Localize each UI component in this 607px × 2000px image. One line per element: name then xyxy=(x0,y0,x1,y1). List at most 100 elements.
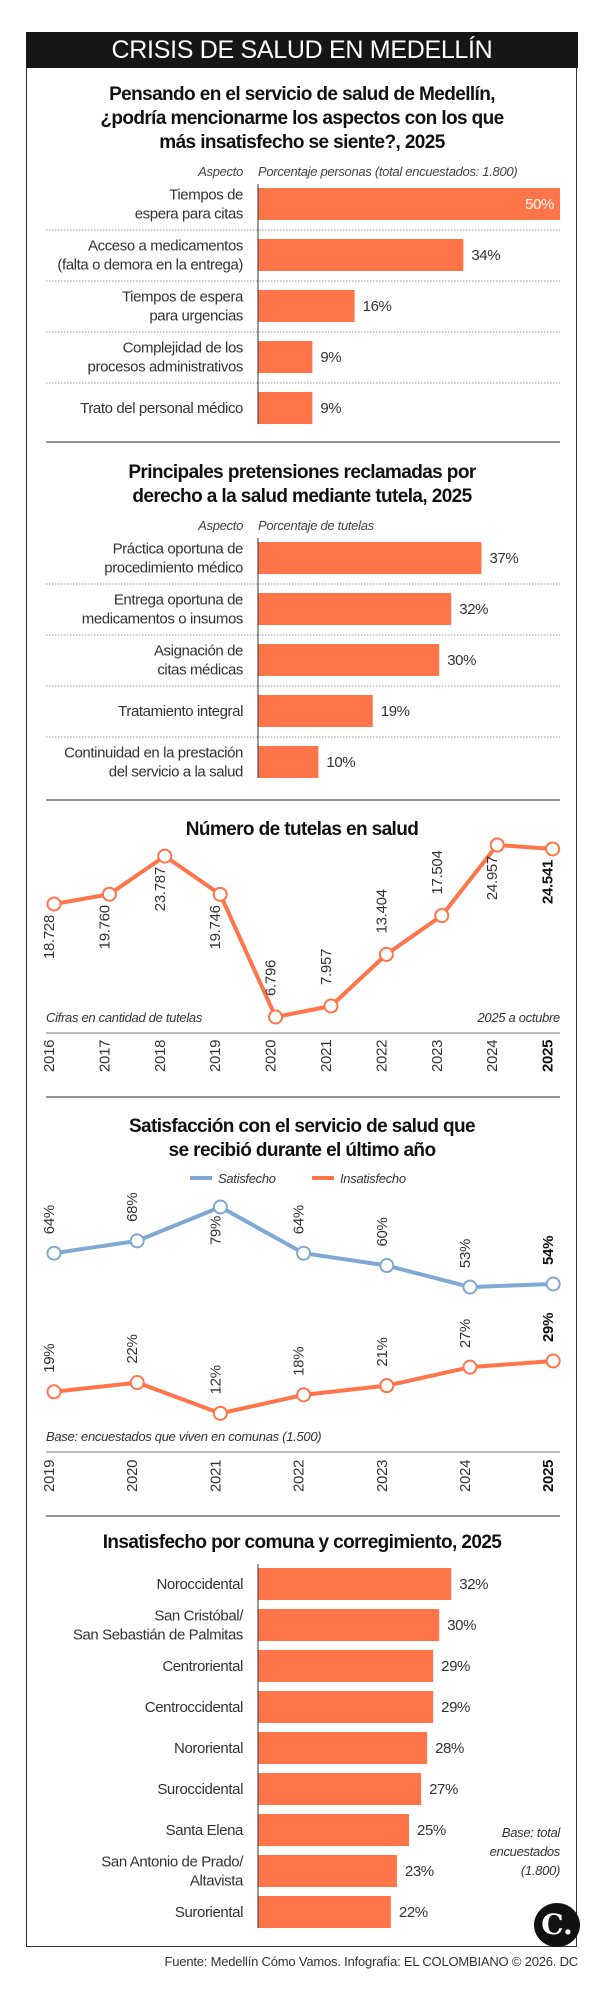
data-point xyxy=(212,1199,228,1215)
data-label: 60% xyxy=(374,1217,391,1246)
x-tick-label: 2021 xyxy=(207,1460,224,1492)
data-point xyxy=(296,1387,312,1403)
chart1-value-header: Porcentaje personas (total encuestados: … xyxy=(258,164,518,179)
data-point xyxy=(545,1353,561,1369)
category-label: Santa Elena xyxy=(166,1822,244,1839)
category-label: Continuidad en la prestación xyxy=(64,745,243,762)
category-label: Tiempos de espera xyxy=(122,289,244,306)
source-footer: Fuente: Medellín Cómo Vamos. Infografía:… xyxy=(164,1954,579,1969)
chart2-value-header: Porcentaje de tutelas xyxy=(258,518,374,533)
value-label: 16% xyxy=(363,298,392,315)
chart5-base-note: (1.800) xyxy=(521,1863,560,1878)
chart5-bars: Noroccidental 32% San Cristóbal/San Sebast… xyxy=(73,1564,489,1928)
el-colombiano-logo: C. xyxy=(534,1903,580,1947)
data-label: 64% xyxy=(41,1205,58,1234)
bar xyxy=(258,341,313,373)
data-label: 19% xyxy=(41,1344,58,1373)
value-label: 27% xyxy=(429,1781,458,1798)
category-label: Noroccidental xyxy=(156,1576,243,1593)
data-point xyxy=(212,1405,228,1421)
value-label: 30% xyxy=(447,1617,476,1634)
category-label: Tiempos de xyxy=(169,187,243,204)
bar xyxy=(258,1773,422,1805)
value-label: 29% xyxy=(441,1658,470,1675)
data-label: 23.787 xyxy=(152,867,169,911)
category-label: (falta o demora en la entrega) xyxy=(57,257,243,274)
value-label: 30% xyxy=(447,652,476,669)
category-label: Acceso a medicamentos xyxy=(88,238,243,255)
chart5-base-note: encuestados xyxy=(490,1844,561,1859)
bar xyxy=(258,593,452,625)
data-label: 18.728 xyxy=(41,915,58,959)
value-label: 34% xyxy=(471,247,500,264)
chart1-title: Pensando en el servicio de salud de Mede… xyxy=(100,84,504,153)
legend-swatch-satisfecho xyxy=(190,1176,212,1180)
data-point xyxy=(462,1279,478,1295)
x-tick-label: 2024 xyxy=(457,1460,474,1492)
value-label: 50% xyxy=(525,196,554,213)
data-label: 27% xyxy=(457,1319,474,1348)
x-tick-label: 2021 xyxy=(318,1040,335,1072)
value-label: 19% xyxy=(381,703,410,720)
x-tick-label: 2019 xyxy=(41,1460,58,1492)
data-point xyxy=(212,886,228,902)
value-label: 32% xyxy=(459,601,488,618)
category-label: Suroccidental xyxy=(157,1781,243,1798)
infographic-frame xyxy=(26,32,577,1947)
data-label: 54% xyxy=(540,1236,557,1265)
data-point xyxy=(46,1384,62,1400)
bar xyxy=(258,239,464,271)
infographic-title: CRISIS DE SALUD EN MEDELLÍN xyxy=(26,32,578,68)
data-label: 64% xyxy=(291,1205,308,1234)
x-tick-label: 2016 xyxy=(41,1040,58,1072)
chart3-title: Número de tutelas en salud xyxy=(185,819,419,840)
data-label: 22% xyxy=(124,1334,141,1363)
chart5-title: Insatisfecho por comuna y corregimiento,… xyxy=(102,1532,502,1553)
x-tick-label: 2024 xyxy=(484,1040,501,1072)
data-label: 6.796 xyxy=(263,960,280,996)
data-label: 7.957 xyxy=(318,949,335,985)
data-label: 12% xyxy=(207,1365,224,1394)
data-point xyxy=(379,1378,395,1394)
chart4-title: Satisfacción con el servicio de salud qu… xyxy=(128,1116,476,1161)
data-label: 68% xyxy=(124,1193,141,1222)
data-label: 19.746 xyxy=(207,905,224,949)
data-label: 13.404 xyxy=(373,889,390,933)
data-label: 29% xyxy=(540,1313,557,1342)
bar xyxy=(258,695,373,727)
value-label: 28% xyxy=(435,1740,464,1757)
value-label: 37% xyxy=(489,550,518,567)
category-label: Práctica oportuna de xyxy=(113,541,243,558)
category-label: Centroriental xyxy=(162,1658,243,1675)
bar xyxy=(258,188,560,220)
bar xyxy=(258,1855,397,1887)
legend-swatch-insatisfecho xyxy=(312,1176,334,1180)
data-point xyxy=(489,837,505,853)
category-label: procesos administrativos xyxy=(88,359,243,376)
chart3-note-right: 2025 a octubre xyxy=(476,1010,560,1025)
data-point xyxy=(545,841,561,857)
category-label: San Antonio de Prado/ xyxy=(101,1854,244,1871)
data-label: 19.760 xyxy=(96,905,113,949)
x-tick-label: 2022 xyxy=(291,1460,308,1492)
x-tick-label: 2025 xyxy=(540,1460,557,1492)
data-label: 18% xyxy=(291,1347,308,1376)
data-point xyxy=(46,896,62,912)
chart3-line: 18.728 2016 19.760 2017 23.787 2018 19.746 2019… xyxy=(41,837,561,1072)
value-label: 32% xyxy=(459,1576,488,1593)
x-tick-label: 2020 xyxy=(263,1040,280,1072)
category-label: citas médicas xyxy=(157,662,243,679)
data-point xyxy=(101,886,117,902)
chart2-title: Principales pretensiones reclamadas por … xyxy=(128,462,476,507)
chart2-bars: Práctica oportuna de procedimiento médico… xyxy=(46,538,560,781)
x-tick-label: 2022 xyxy=(373,1040,390,1072)
chart5-base-note: Base: total xyxy=(502,1825,562,1840)
category-label: Tratamiento integral xyxy=(118,703,243,720)
data-point xyxy=(129,1375,145,1391)
bar xyxy=(258,1650,434,1682)
data-point xyxy=(46,1245,62,1261)
data-label: 17.504 xyxy=(429,851,446,895)
bar xyxy=(258,392,313,424)
value-label: 9% xyxy=(320,400,341,417)
